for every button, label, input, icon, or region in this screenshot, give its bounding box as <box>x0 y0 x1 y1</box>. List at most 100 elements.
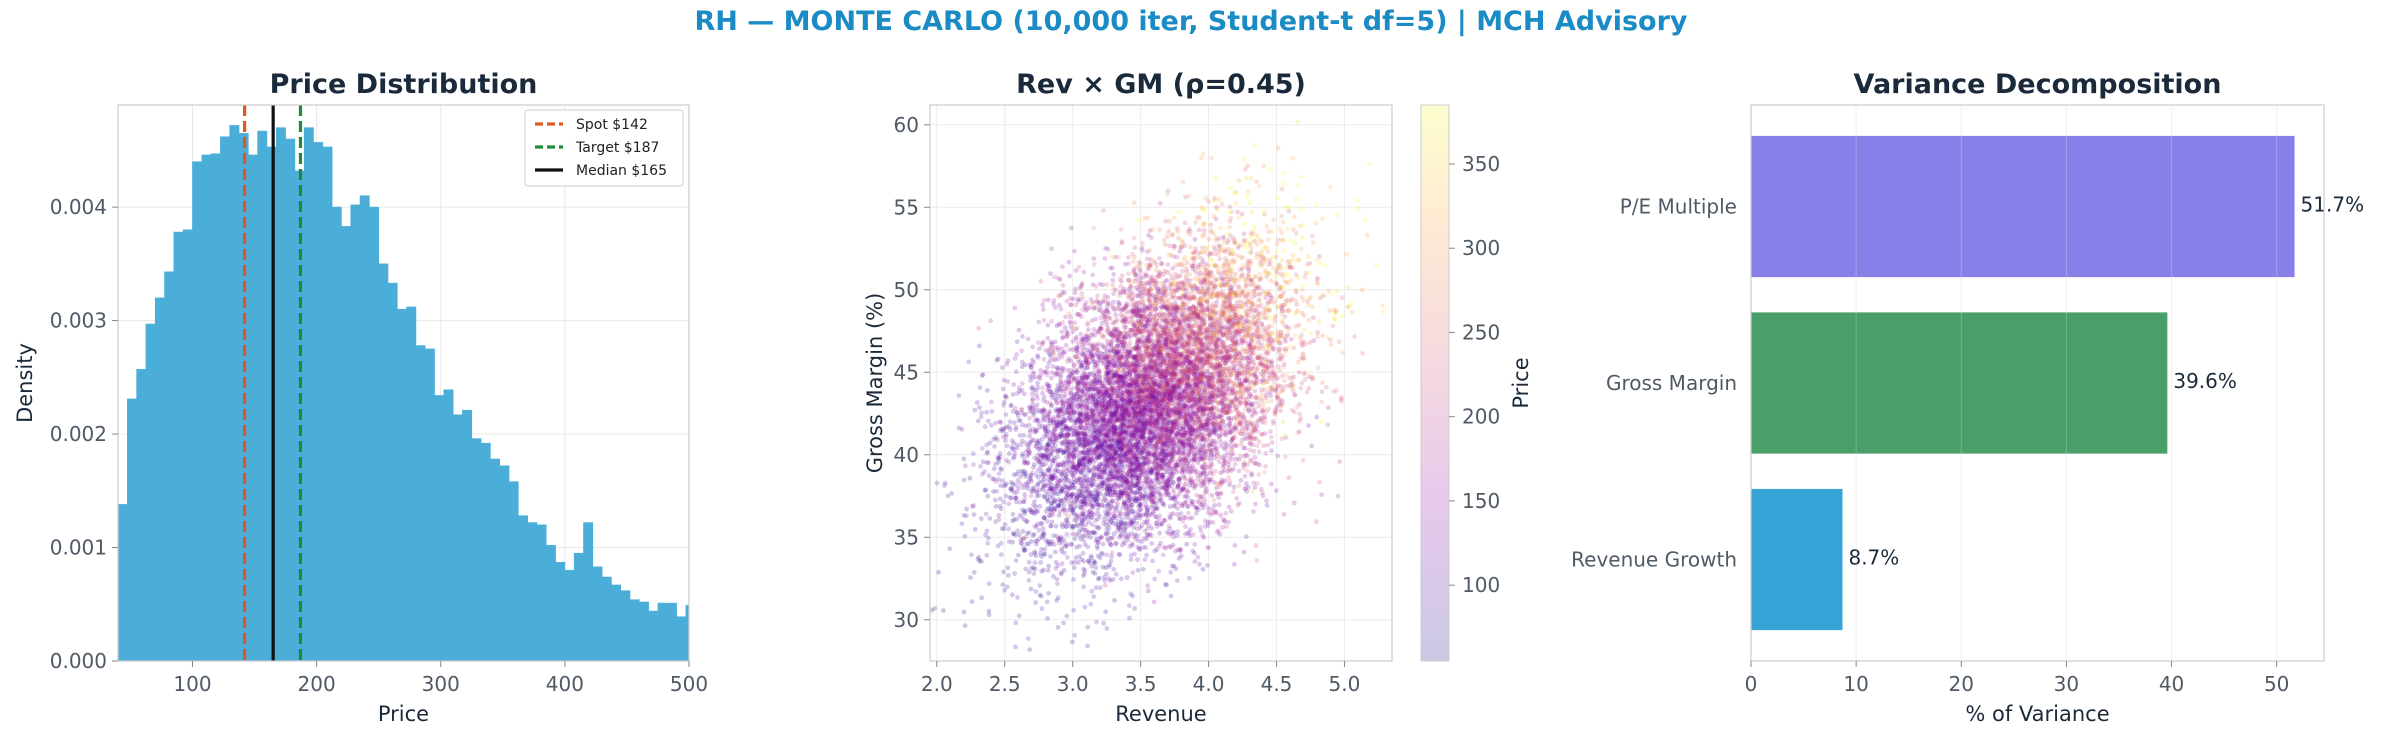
chart-title: Price Distribution <box>270 69 538 100</box>
histogram-bar <box>1179 646 1188 661</box>
scatter-point <box>1157 256 1162 261</box>
histogram-bar <box>844 649 853 661</box>
scatter-point <box>1208 336 1214 342</box>
histogram-bar <box>257 130 268 661</box>
scatter-point <box>1214 363 1220 369</box>
scatter-point <box>1084 415 1090 421</box>
scatter-point <box>1011 472 1017 477</box>
scatter-point <box>1253 373 1258 379</box>
scatter-point <box>1014 339 1020 344</box>
scatter-point <box>1214 421 1219 427</box>
scatter-point <box>1070 485 1076 490</box>
scatter-point <box>1042 409 1047 415</box>
scatter-point <box>1222 299 1228 304</box>
scatter-point <box>1243 389 1248 395</box>
scatter-point <box>1210 308 1215 314</box>
scatter-point <box>1150 393 1156 399</box>
scatter-point <box>1118 477 1123 482</box>
histogram-bar <box>1040 646 1049 661</box>
histogram-bar <box>807 642 816 661</box>
scatter-point <box>1073 396 1079 402</box>
scatter-point <box>1076 264 1082 270</box>
scatter-point <box>1014 499 1019 505</box>
scatter-point <box>1124 575 1130 580</box>
scatter-point <box>1199 205 1204 211</box>
histogram-bar <box>480 442 491 661</box>
scatter-point <box>1116 355 1121 361</box>
scatter-point <box>1091 256 1097 261</box>
scatter-point <box>1360 350 1365 356</box>
scatter-point <box>1356 205 1361 211</box>
scatter-point <box>1004 443 1010 449</box>
scatter-point <box>1314 519 1319 525</box>
scatter-point <box>1297 223 1303 229</box>
y-tick-label: 0.004 <box>50 195 107 219</box>
scatter-point <box>1056 408 1062 414</box>
scatter-point <box>1007 419 1013 425</box>
scatter-point <box>1058 397 1064 402</box>
histogram-bar <box>471 438 482 661</box>
histogram-bar <box>984 642 993 661</box>
scatter-point <box>1168 569 1174 575</box>
scatter-point <box>1227 224 1232 230</box>
scatter-point <box>1254 428 1260 434</box>
scatter-point <box>1233 425 1239 431</box>
scatter-point <box>1067 319 1072 325</box>
scatter-point <box>1173 313 1178 319</box>
plot-frame <box>117 104 690 662</box>
scatter-point <box>1236 483 1242 488</box>
scatter-point <box>1203 448 1209 454</box>
scatter-point <box>1234 373 1240 379</box>
scatter-point <box>1138 328 1144 334</box>
histogram-bar <box>322 146 333 661</box>
scatter-point <box>1179 553 1184 559</box>
scatter-point <box>1068 320 1074 325</box>
scatter-point <box>1244 283 1249 289</box>
scatter-point <box>1273 248 1279 254</box>
scatter-point <box>1109 550 1115 556</box>
scatter-point <box>1223 440 1228 446</box>
scatter-point <box>1031 571 1037 576</box>
scatter-point <box>1161 357 1167 363</box>
scatter-point <box>1057 302 1062 308</box>
scatter-point <box>999 526 1005 532</box>
histogram-bar <box>1151 643 1160 661</box>
scatter-point <box>1102 408 1108 413</box>
scatter-point <box>1274 241 1280 247</box>
scatter-point <box>1186 305 1192 311</box>
histogram-bar <box>145 323 156 661</box>
histogram-bar <box>173 231 184 661</box>
scatter-point <box>1028 476 1034 482</box>
scatter-point <box>987 440 993 446</box>
scatter-point <box>1278 389 1283 395</box>
scatter-point <box>1213 398 1218 404</box>
scatter-point <box>1226 330 1232 336</box>
scatter-point <box>1071 607 1076 613</box>
scatter-point <box>1071 577 1076 582</box>
scatter-point <box>1366 161 1372 166</box>
scatter-point <box>1135 557 1140 563</box>
scatter-point <box>1038 278 1044 284</box>
histogram-bar <box>760 639 769 661</box>
histogram-bar <box>285 138 296 661</box>
scatter-point <box>1072 320 1078 326</box>
histogram-bar <box>657 602 668 661</box>
scatter-point <box>1159 474 1165 480</box>
scatter-point <box>1017 418 1023 424</box>
scatter-point <box>1142 386 1148 391</box>
scatter-point <box>1180 451 1186 456</box>
scatter-point <box>1260 490 1265 496</box>
scatter-point <box>1200 426 1206 432</box>
scatter-point <box>1252 460 1258 466</box>
scatter-point <box>984 388 990 393</box>
scatter-point <box>1123 454 1129 459</box>
scatter-point <box>1095 328 1101 334</box>
legend-entry: Spot $142 <box>576 117 648 133</box>
histogram-bar <box>714 624 723 661</box>
scatter-point <box>1190 548 1196 554</box>
scatter-point <box>1105 444 1111 450</box>
scatter-point <box>1003 493 1009 499</box>
histogram-bar <box>1123 649 1132 661</box>
histogram-bar <box>164 271 175 661</box>
